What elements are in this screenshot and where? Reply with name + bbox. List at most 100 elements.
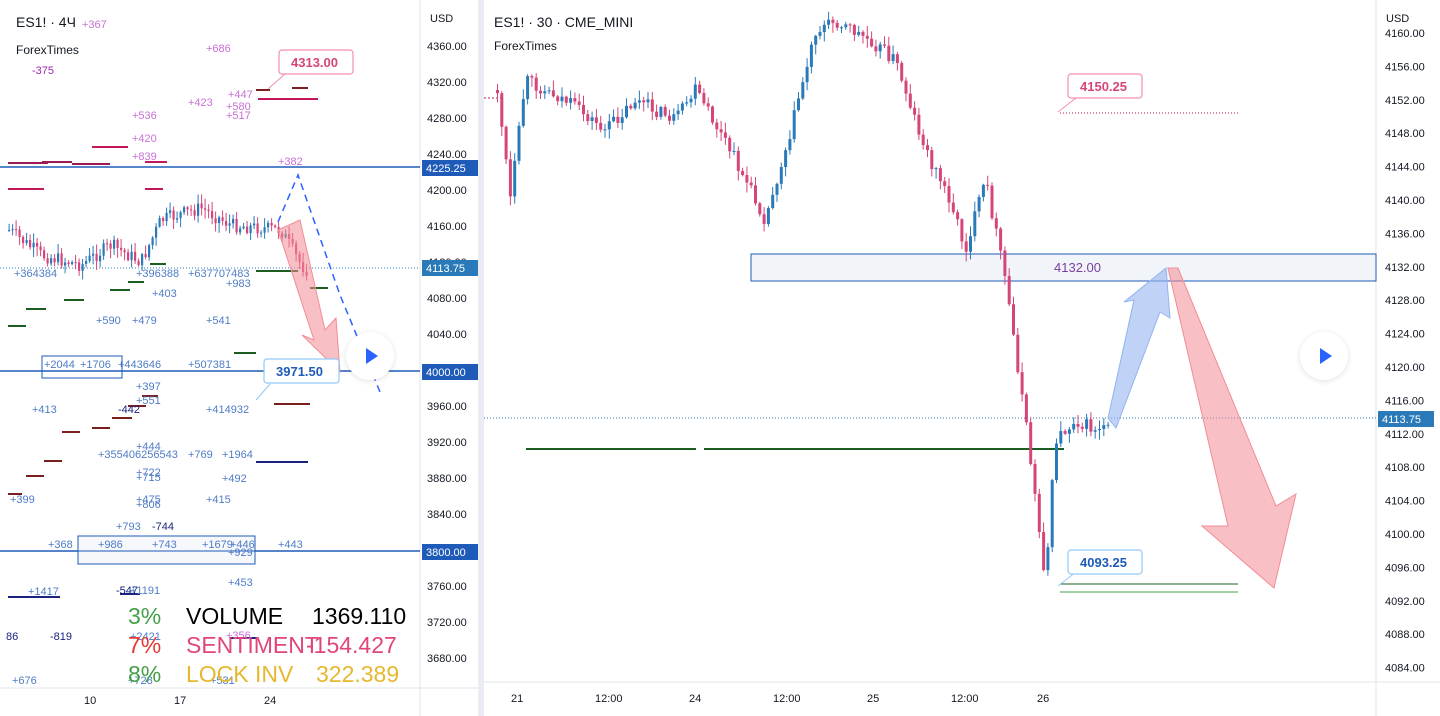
right-callout-low[interactable]: 4093.25 [1080,555,1127,570]
right-callout-high-box[interactable] [1067,73,1143,99]
candle-body [539,90,542,94]
right-price-tick: 4092.00 [1385,596,1425,608]
candle-body [270,222,273,226]
candle-body [137,260,140,266]
candle-body [771,194,775,209]
trade-label: +722 [136,467,161,479]
candle-body [655,111,659,117]
left-time-label: 17 [174,695,186,707]
stats-row-sentiment: 7% SENTIMENT -154.427 [128,631,406,660]
candle-body [573,98,577,102]
panel-divider[interactable] [478,0,484,716]
left-symbol-title[interactable]: ES1! · 4Ч [16,14,76,30]
candle-body [99,255,102,262]
left-badge-last-bg [422,260,478,276]
candle-body [8,229,11,231]
left-replay-button[interactable] [346,332,394,380]
candle-body [193,210,196,216]
right-callout-low-box[interactable] [1067,549,1143,575]
candle-body [1003,250,1007,277]
candle-body [543,91,547,94]
trade-label: +536 [132,110,157,122]
trade-label: +367 [82,19,107,31]
trade-label: -547 [116,585,138,597]
candle-body [1020,372,1024,395]
trade-label: +382 [278,156,303,168]
trade-label: +443 [278,539,303,551]
trade-label: -744 [152,521,174,533]
trade-label: +368 [48,539,73,551]
candle-body [141,254,144,266]
right-chart-panel[interactable]: USD 4160.00 4156.00 4152.00 4148.00 4144.00 41… [484,0,1440,716]
candle-body [947,186,951,203]
candle-body [508,159,512,197]
candle-body [908,93,912,108]
trade-label: +517 [226,110,251,122]
trade-label: +397 [136,381,161,393]
left-callout-low-box[interactable] [263,358,340,384]
candle-body [1059,431,1063,444]
trade-label: +590 [96,315,121,327]
candle-body [990,185,994,219]
candle-body [155,226,158,238]
candle-body [102,243,105,256]
left-callout-high-box[interactable] [278,49,354,75]
candle-body [120,247,123,251]
right-callout-high[interactable]: 4150.25 [1080,79,1127,94]
left-price-tick: 4280.00 [427,113,467,125]
right-chart-canvas[interactable]: USD 4160.00 4156.00 4152.00 4148.00 4144.00 41… [484,0,1440,716]
right-replay-button[interactable] [1300,332,1348,380]
candle-body [956,212,960,220]
candle-body [249,225,252,234]
left-chart-canvas[interactable]: USD 4360.00 4320.00 4280.00 4240.00 4200.00 41… [0,0,478,716]
candle-body [92,253,95,256]
right-resistance-zone [750,253,1377,282]
right-symbol-title[interactable]: ES1! · 30 · CME_MINI [494,14,634,30]
trade-label: +839 [132,151,157,163]
trade-label: +551 [136,395,161,407]
candle-body [85,260,88,264]
left-price-tick: 4360.00 [427,41,467,53]
left-chart-panel[interactable]: USD 4360.00 4320.00 4280.00 4240.00 4200.00 41… [0,0,478,716]
candle-body [801,82,805,99]
candle-body [172,210,175,220]
candle-body [46,258,49,264]
left-badge-low-bg [422,544,478,560]
candle-body [852,24,856,35]
candle-body [1102,425,1106,430]
left-callout-high[interactable]: 4313.00 [291,55,338,70]
left-arrow-down [277,219,341,374]
candle-body [969,236,972,252]
right-price-tick: 4136.00 [1385,228,1425,240]
candle-body [818,32,822,36]
left-callout-low[interactable]: 3971.50 [276,364,323,379]
candle-body [560,96,564,102]
candle-body [500,93,504,127]
right-price-tick: 4120.00 [1385,362,1425,374]
right-time-label: 12:00 [773,693,801,705]
left-price-tick: 4200.00 [427,185,467,197]
candle-body [235,218,238,233]
trade-label: +492 [222,473,247,485]
volume-label: VOLUME [186,603,284,629]
candle-body [775,183,779,195]
right-price-tick: 4128.00 [1385,295,1425,307]
candle-body [831,19,835,23]
right-time-label: 12:00 [951,693,979,705]
left-price-tick: 3760.00 [427,581,467,593]
trade-label: +531 [210,675,235,687]
candle-body [797,98,800,111]
right-arrow-down [1167,267,1297,589]
trade-label: +728 [128,675,153,687]
candle-body [267,222,270,228]
candle-body [513,160,517,197]
left-brand-label: ForexTimes [16,43,79,57]
candle-body [590,117,594,121]
trade-label: +686 [206,43,231,55]
candle-body [1037,493,1041,533]
candle-body [689,98,693,103]
candle-body [659,106,663,117]
trade-label: +1191 [130,585,160,597]
trade-label: +446 [230,539,255,551]
candle-body [728,137,732,152]
